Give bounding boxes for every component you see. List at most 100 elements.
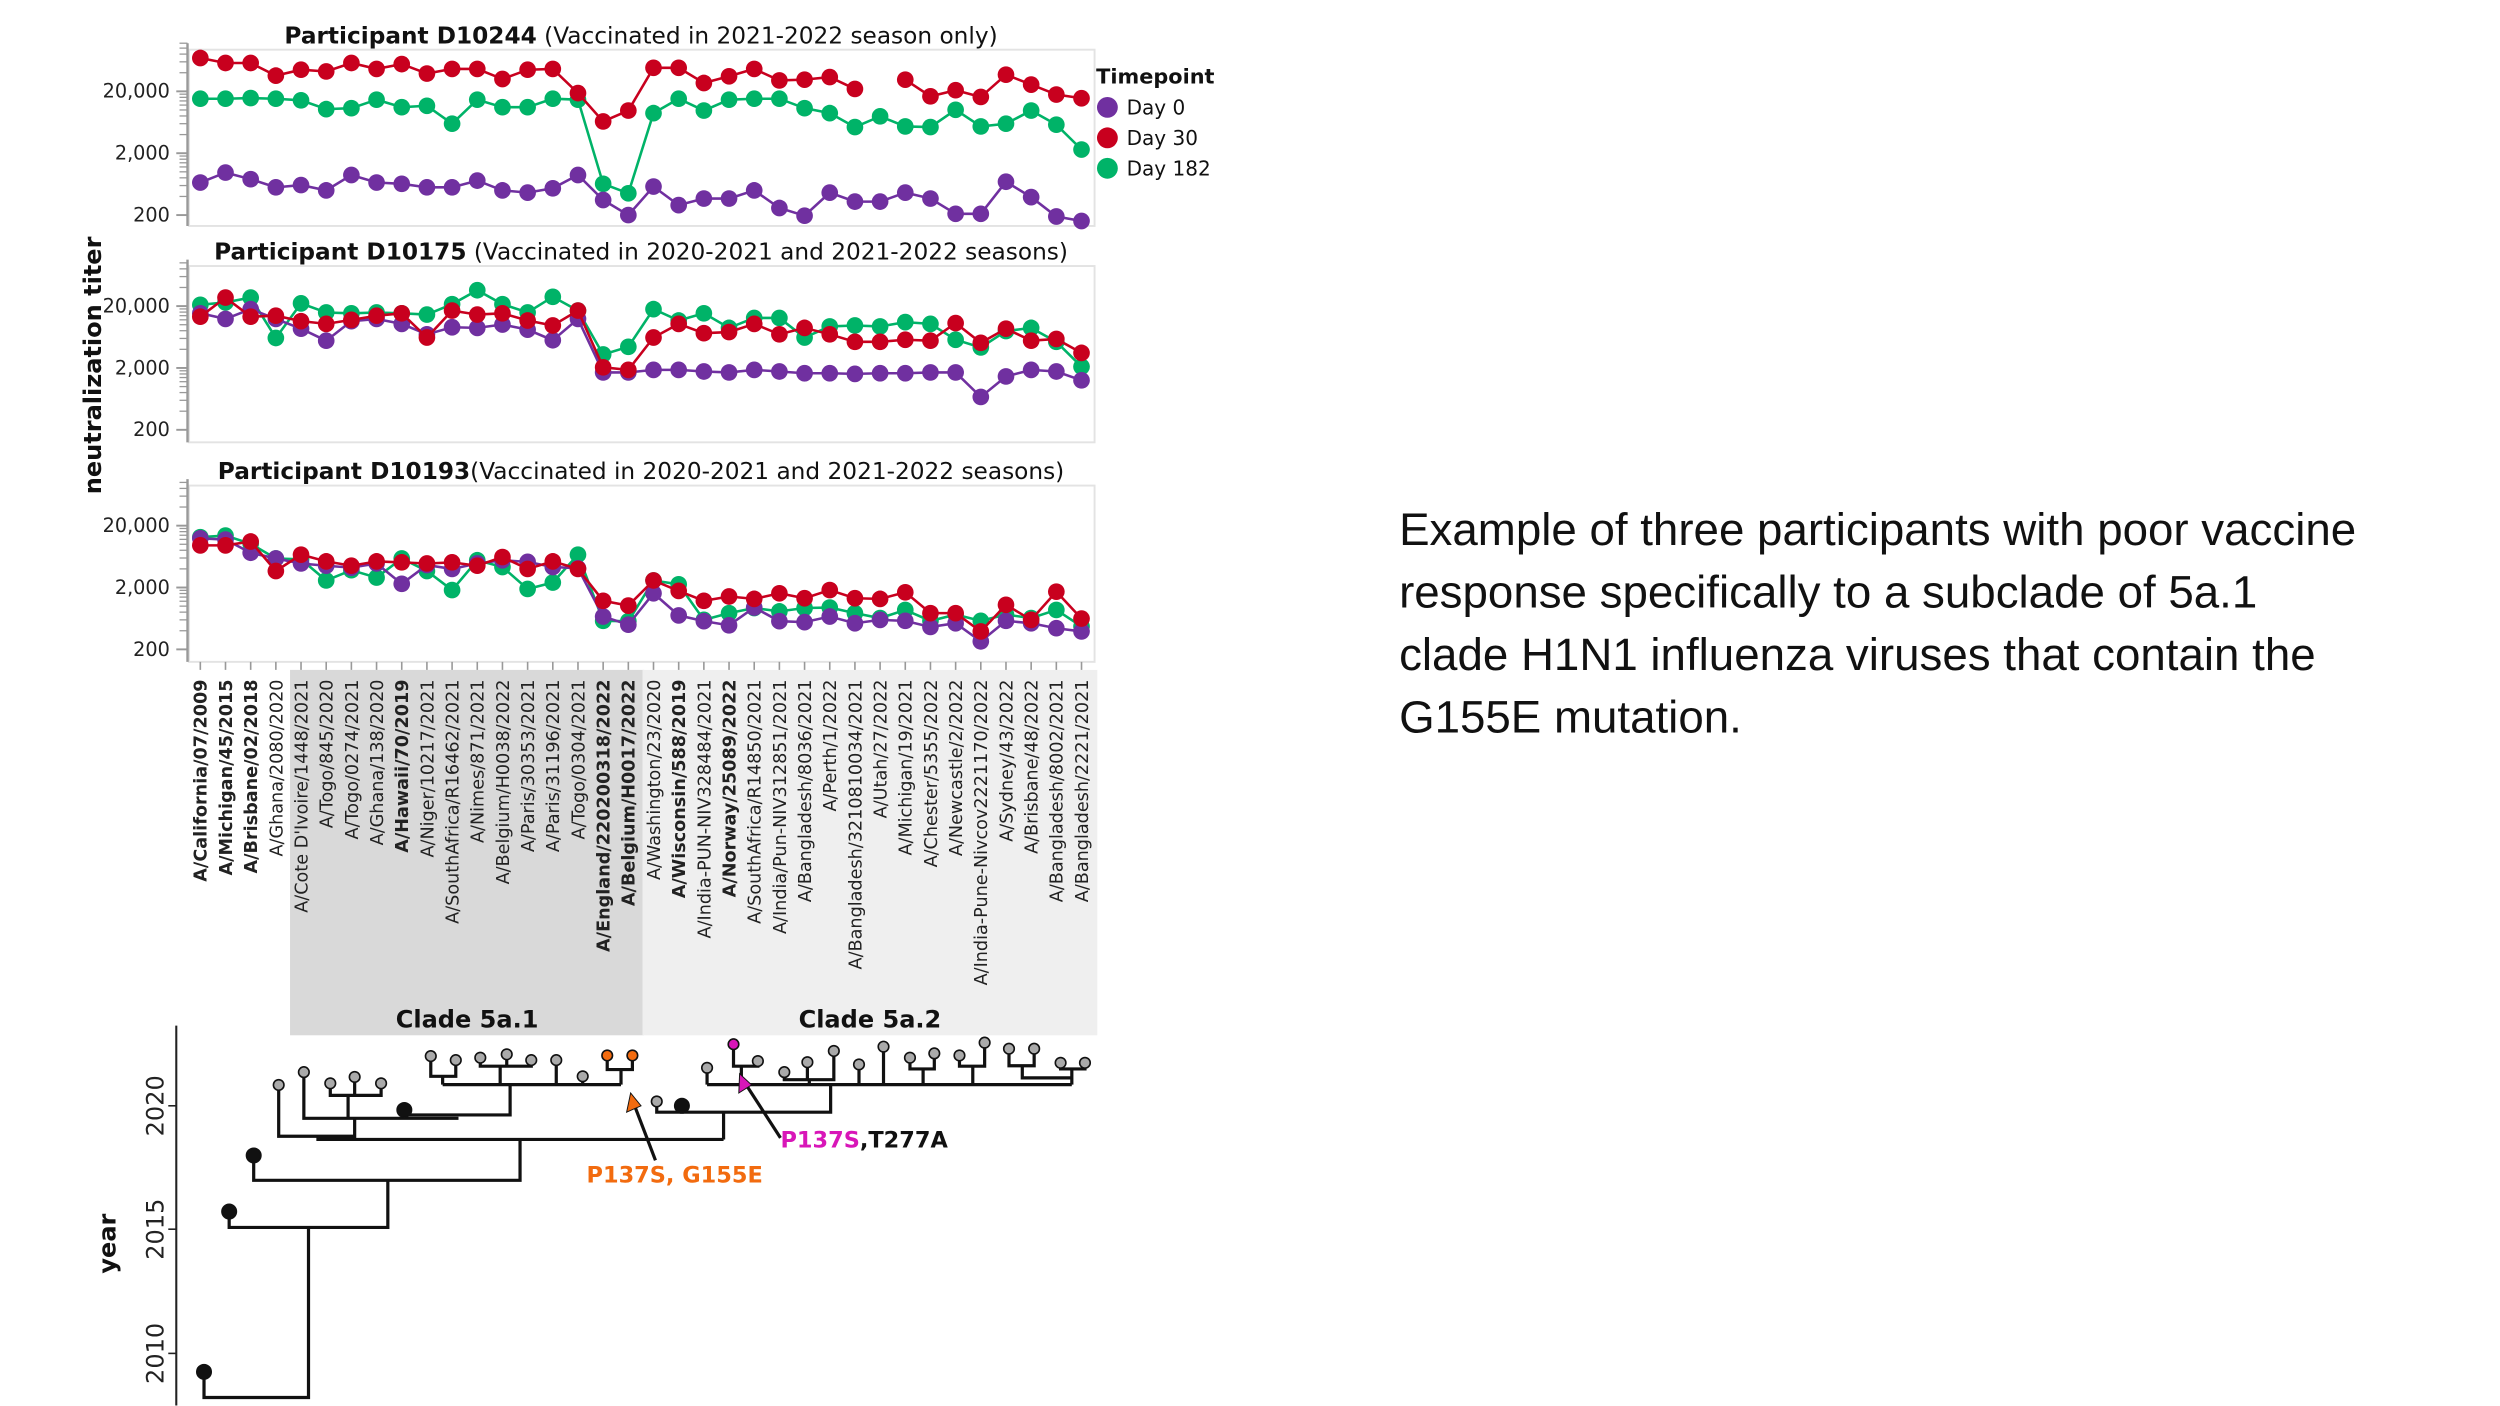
tip-node <box>272 1078 285 1092</box>
legend-swatch <box>1096 157 1118 179</box>
legend-swatch <box>1096 96 1118 118</box>
data-point <box>443 581 461 599</box>
vaccine-strain-node <box>195 1363 213 1380</box>
legend-item: Day 30 <box>1096 126 1198 150</box>
tip-node <box>525 1054 538 1067</box>
y-tick-label: 20,000 <box>103 514 170 537</box>
data-point <box>217 537 234 554</box>
vaccination-note: (Vaccinated in 2020-2021 and 2021-2022 s… <box>466 239 1067 266</box>
data-point <box>418 555 436 572</box>
data-point <box>846 193 864 210</box>
data-point <box>745 182 763 199</box>
data-point <box>670 90 688 108</box>
data-point <box>821 68 839 86</box>
data-point <box>972 334 990 352</box>
strain-label: A/Cote D'Ivoire/1448/2021 <box>292 680 312 913</box>
data-point <box>645 59 662 77</box>
data-point <box>368 60 385 78</box>
data-point <box>267 67 285 84</box>
data-point <box>796 99 813 117</box>
data-point <box>1073 344 1090 362</box>
data-point <box>771 363 788 380</box>
strain-label: A/Brisbane/48/2022 <box>1023 680 1043 854</box>
y-tick-label: 200 <box>133 203 170 226</box>
y-tick-label: 2,000 <box>115 576 170 599</box>
data-point <box>922 118 939 136</box>
data-point <box>972 205 990 223</box>
strain-label: A/Brisbane/02/2018 <box>242 680 262 874</box>
data-point <box>947 101 964 119</box>
strain-label: A/Bangladesh/2221/2021 <box>1073 680 1093 903</box>
data-point <box>695 74 713 92</box>
data-point <box>796 319 813 337</box>
data-point <box>846 614 864 632</box>
data-point <box>1048 619 1065 637</box>
data-point <box>317 63 335 80</box>
data-point <box>922 604 939 622</box>
data-point <box>972 388 990 406</box>
data-point <box>771 612 788 630</box>
strain-label: A/Washington/23/2020 <box>645 680 665 881</box>
vaccine-strain-node <box>221 1203 238 1220</box>
tip-node <box>550 1054 563 1067</box>
legend-swatch <box>1096 127 1118 149</box>
data-point <box>191 174 209 191</box>
data-point <box>1022 102 1040 119</box>
tip-node <box>928 1047 941 1060</box>
data-point <box>393 55 411 73</box>
data-point <box>393 304 411 322</box>
data-point <box>468 557 486 575</box>
strain-label: A/Newcastle/2/2022 <box>947 680 967 857</box>
data-point <box>972 623 990 640</box>
t277a-tip-node <box>727 1038 740 1051</box>
data-point <box>418 97 436 115</box>
data-point <box>997 612 1015 630</box>
strain-label: A/Bangladesh/8002/2021 <box>1048 680 1068 903</box>
data-point <box>267 179 285 196</box>
data-point <box>896 612 914 630</box>
data-point <box>494 304 511 322</box>
data-point <box>922 364 939 381</box>
caption-text: Example of three participants with poor … <box>1399 500 2500 750</box>
year-tick-2015: 2015 <box>141 1199 169 1260</box>
caption-line: clade H1N1 influenza viruses that contai… <box>1399 629 2316 682</box>
data-point <box>720 617 738 634</box>
data-point <box>267 329 285 347</box>
data-point <box>267 307 285 325</box>
data-point <box>519 98 536 116</box>
tip-node <box>650 1095 663 1108</box>
data-point <box>343 166 360 184</box>
tip-node <box>801 1056 814 1069</box>
data-point <box>947 364 964 381</box>
titer-panels: Participant D10244 (Vaccinated in 2021-2… <box>103 22 1096 670</box>
data-point <box>443 302 461 319</box>
data-point <box>720 323 738 341</box>
data-point <box>947 331 964 349</box>
strain-label: A/Michigan/19/2021 <box>897 680 917 856</box>
data-point <box>519 184 536 201</box>
vaccination-note: (Vaccinated in 2021-2022 season only) <box>537 22 998 49</box>
data-point <box>569 84 587 102</box>
data-point <box>695 592 713 610</box>
data-point <box>267 562 285 580</box>
strain-label: A/Paris/30353/2021 <box>519 680 539 853</box>
clade-region <box>642 669 1098 1036</box>
participant-id: Participant D10175 <box>214 239 466 266</box>
year-axis-label: year <box>93 1213 121 1273</box>
data-point <box>443 554 461 571</box>
data-point <box>645 584 662 602</box>
strain-label: A/India-PUN-NIV328484/2021 <box>695 680 715 939</box>
g155e-tip-node <box>626 1049 639 1062</box>
data-point <box>922 315 939 333</box>
series-day-30 <box>191 49 1090 130</box>
data-point <box>494 98 511 116</box>
data-point <box>317 332 335 350</box>
data-point <box>519 312 536 329</box>
tip-node <box>778 1066 791 1079</box>
data-point <box>468 91 486 109</box>
data-point <box>594 592 612 610</box>
legend-label: Day 0 <box>1127 96 1186 120</box>
data-point <box>821 104 839 122</box>
data-point <box>871 108 889 125</box>
